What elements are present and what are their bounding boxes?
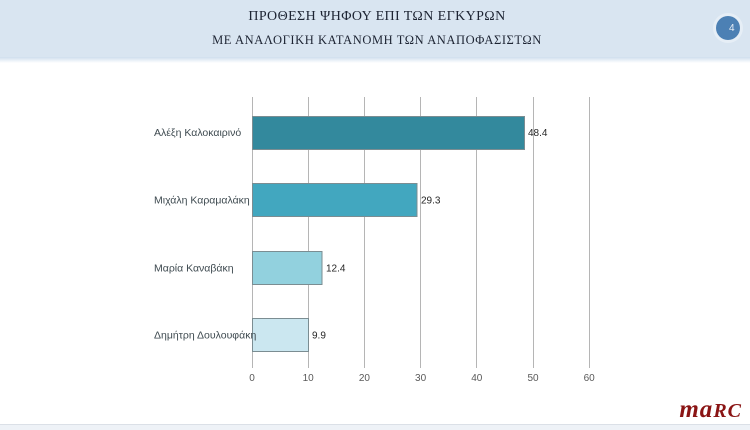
svg-text:12.4: 12.4	[326, 263, 346, 274]
svg-text:Δημήτρη Δουλουφάκη: Δημήτρη Δουλουφάκη	[154, 330, 256, 342]
svg-text:9.9: 9.9	[312, 331, 326, 342]
svg-text:50: 50	[527, 373, 539, 384]
svg-text:60: 60	[584, 373, 596, 384]
svg-text:20: 20	[359, 373, 371, 384]
svg-text:30: 30	[415, 373, 427, 384]
svg-text:48.4: 48.4	[528, 128, 548, 139]
svg-text:40: 40	[471, 373, 483, 384]
svg-text:Αλέξη Καλοκαιρινό: Αλέξη Καλοκαιρινό	[154, 127, 241, 139]
svg-text:0: 0	[249, 373, 255, 384]
svg-text:Μιχάλη Καραμαλάκη: Μιχάλη Καραμαλάκη	[154, 194, 250, 206]
svg-text:10: 10	[303, 373, 315, 384]
svg-text:29.3: 29.3	[421, 195, 441, 206]
svg-text:Μαρία Καναβάκη: Μαρία Καναβάκη	[154, 262, 234, 274]
